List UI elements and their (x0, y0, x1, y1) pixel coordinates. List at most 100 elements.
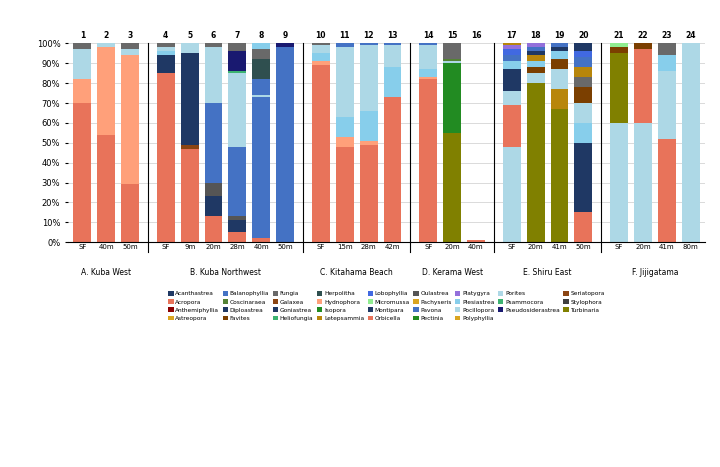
Bar (551, 69, 568, 89)
Bar (610, 123, 628, 242)
Text: C. Kitahama Beach: C. Kitahama Beach (320, 268, 393, 277)
Bar (503, 55, 521, 61)
Bar (526, 43, 544, 47)
Text: 3: 3 (127, 31, 132, 41)
Bar (419, 79, 437, 242)
Bar (575, 143, 593, 212)
Bar (443, 59, 461, 61)
Bar (252, 238, 270, 242)
Bar (276, 47, 294, 242)
Bar (503, 61, 521, 69)
Text: 5: 5 (187, 31, 192, 41)
Bar (575, 51, 593, 57)
Bar (575, 77, 593, 87)
Bar (228, 71, 246, 73)
Text: 22: 22 (638, 31, 648, 41)
Bar (360, 43, 377, 45)
Bar (204, 47, 222, 103)
Bar (634, 43, 652, 50)
Bar (384, 67, 402, 97)
Bar (204, 197, 222, 212)
Bar (384, 97, 402, 242)
Bar (575, 43, 593, 47)
Bar (157, 55, 175, 63)
Bar (181, 145, 199, 149)
Text: 9: 9 (282, 31, 288, 41)
Bar (157, 47, 175, 51)
Bar (575, 67, 593, 77)
Bar (228, 73, 246, 147)
Bar (312, 61, 330, 65)
Text: 14: 14 (423, 31, 433, 41)
Bar (97, 47, 115, 135)
Text: 11: 11 (340, 31, 350, 41)
Legend: Acanthastrea, Acropora, Anthemiphyllia, Astreopora, Balanophyllia, Coscinaraea, : Acanthastrea, Acropora, Anthemiphyllia, … (166, 289, 607, 323)
Bar (443, 61, 461, 63)
Text: B. Kuba Northwest: B. Kuba Northwest (190, 268, 261, 277)
Bar (658, 71, 676, 91)
Bar (228, 232, 246, 242)
Bar (252, 79, 270, 95)
Bar (181, 53, 199, 69)
Bar (526, 61, 544, 67)
Bar (157, 63, 175, 73)
Text: 24: 24 (685, 31, 696, 41)
Bar (97, 135, 115, 242)
Bar (228, 43, 246, 51)
Bar (443, 133, 461, 242)
Bar (575, 57, 593, 67)
Bar (228, 147, 246, 216)
Bar (312, 43, 330, 45)
Bar (503, 45, 521, 50)
Bar (467, 240, 485, 242)
Bar (503, 105, 521, 147)
Bar (658, 55, 676, 71)
Bar (360, 145, 377, 242)
Bar (204, 43, 222, 47)
Text: 8: 8 (258, 31, 264, 41)
Bar (336, 43, 354, 47)
Bar (634, 123, 652, 242)
Bar (551, 89, 568, 109)
Bar (252, 50, 270, 59)
Bar (384, 43, 402, 45)
Bar (121, 55, 139, 184)
Text: F. Jijigatama: F. Jijigatama (631, 268, 678, 277)
Bar (181, 149, 199, 242)
Bar (73, 50, 91, 79)
Bar (526, 55, 544, 61)
Bar (419, 77, 437, 79)
Text: 2: 2 (104, 31, 109, 41)
Text: 19: 19 (554, 31, 564, 41)
Bar (526, 47, 544, 51)
Bar (443, 43, 461, 59)
Bar (73, 103, 91, 242)
Bar (526, 51, 544, 55)
Bar (503, 147, 521, 242)
Bar (204, 212, 222, 216)
Bar (360, 111, 377, 141)
Text: 1: 1 (80, 31, 85, 41)
Text: D. Kerama West: D. Kerama West (421, 268, 482, 277)
Bar (658, 91, 676, 139)
Bar (384, 45, 402, 67)
Text: 18: 18 (531, 31, 541, 41)
Bar (228, 51, 246, 71)
Text: 6: 6 (211, 31, 216, 41)
Bar (526, 83, 544, 242)
Bar (551, 109, 568, 242)
Bar (526, 73, 544, 83)
Bar (73, 79, 91, 103)
Text: 7: 7 (235, 31, 240, 41)
Bar (419, 69, 437, 77)
Bar (228, 220, 246, 226)
Bar (658, 139, 676, 242)
Bar (336, 47, 354, 117)
Bar (551, 47, 568, 51)
Text: 15: 15 (447, 31, 457, 41)
Bar (551, 51, 568, 59)
Text: 10: 10 (315, 31, 326, 41)
Text: 12: 12 (364, 31, 374, 41)
Text: 21: 21 (614, 31, 624, 41)
Bar (610, 47, 628, 53)
